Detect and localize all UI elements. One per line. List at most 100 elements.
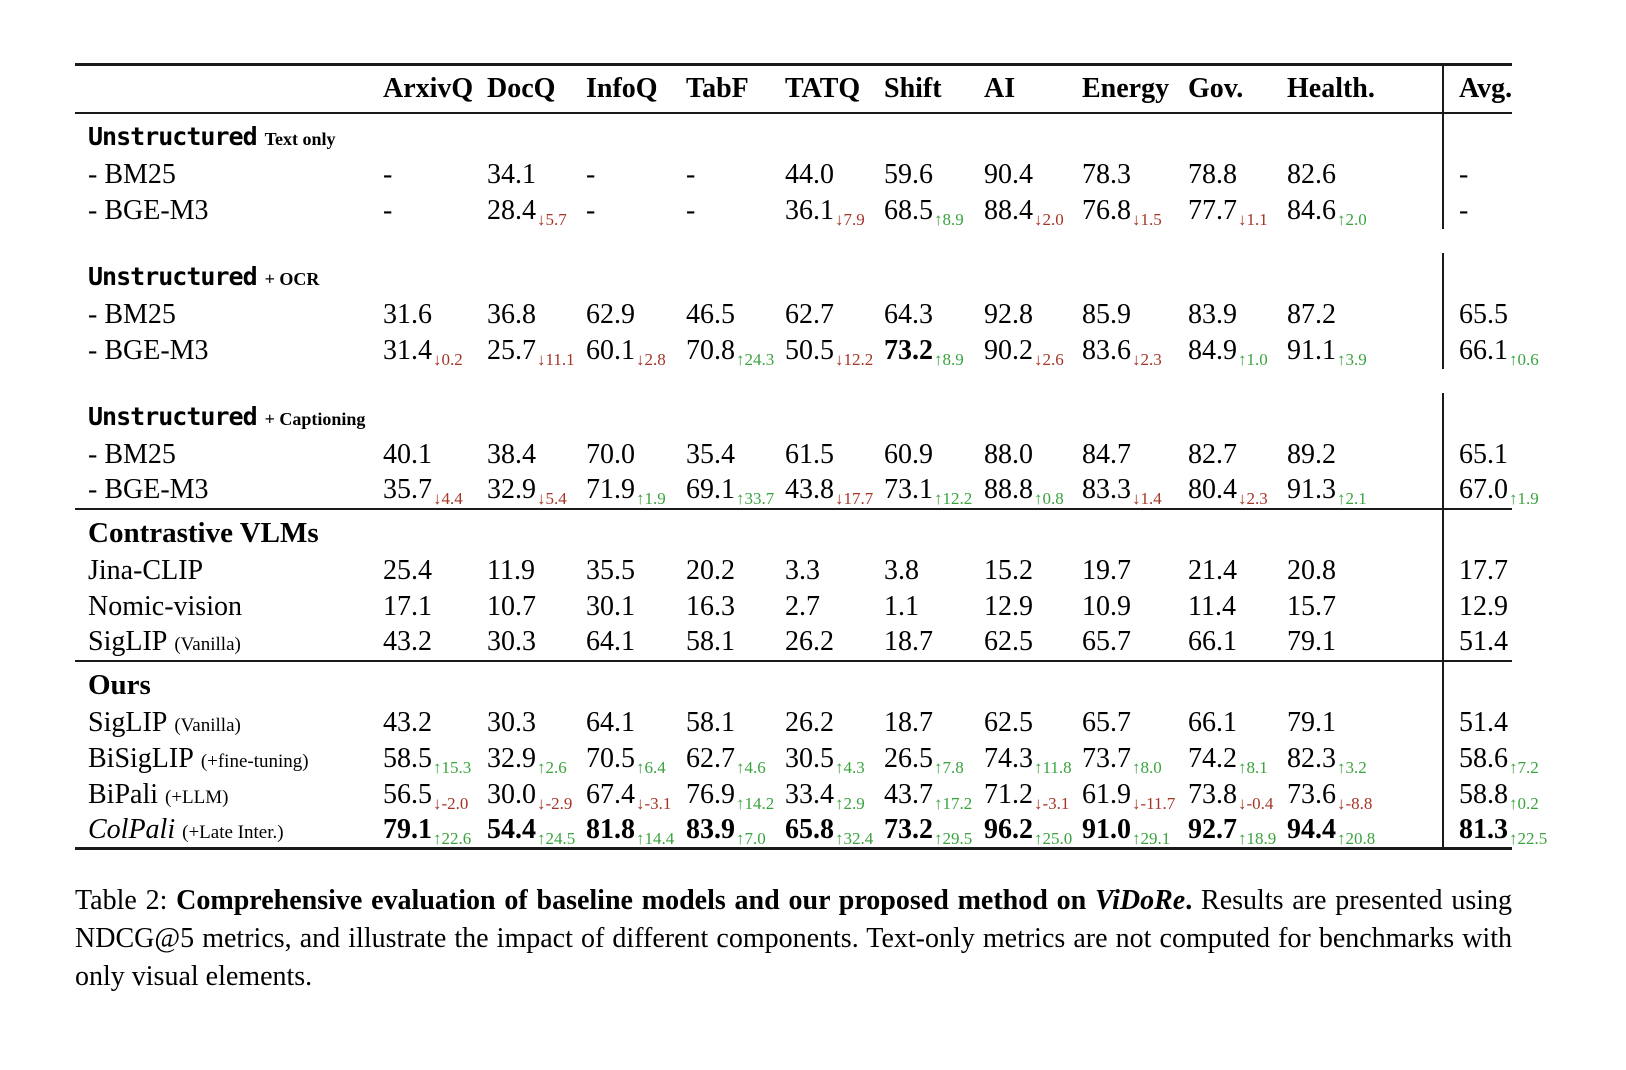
metric-cell: 84.6↑2.0: [1287, 193, 1443, 229]
arrow-up-icon: ↑: [537, 828, 546, 848]
metric-value: -: [383, 158, 393, 190]
table-row: Jina-CLIP 25.4 11.9 35.5 20.2 3.3 3.8 15.2 19.7 2…: [75, 552, 1512, 589]
delta-down: ↓-2.9: [537, 794, 572, 813]
metric-value: 73.8: [1188, 778, 1237, 810]
delta-up: ↑33.7: [736, 489, 774, 508]
arrow-up-icon: ↑: [1509, 757, 1518, 777]
metric-cell: 82.7: [1188, 437, 1287, 473]
metric-cell: 92.8: [984, 297, 1082, 333]
metric-cell: 58.1: [686, 625, 785, 661]
metric-value: 18.7: [884, 626, 933, 657]
metric-cell: 43.7↑17.2: [884, 777, 984, 813]
arrow-up-icon: ↑: [934, 793, 943, 813]
arrow-down-icon: ↓: [1238, 793, 1247, 813]
metric-value: 65.7: [1082, 626, 1131, 657]
section-title: Unstructured: [88, 401, 258, 431]
arrow-up-icon: ↑: [1509, 349, 1518, 369]
metric-value: 61.9: [1082, 778, 1131, 810]
delta-value: 7.9: [843, 209, 865, 229]
metric-cell: 36.8: [487, 297, 586, 333]
metric-cell: 91.1↑3.9: [1287, 333, 1443, 369]
delta-value: 29.1: [1140, 828, 1171, 848]
delta-value: 1.9: [644, 489, 666, 508]
delta-down: ↓17.7: [835, 489, 873, 508]
metric-value: 58.6: [1459, 742, 1508, 774]
metric-cell: 60.9: [884, 437, 984, 473]
metric-value: 54.4: [487, 813, 536, 845]
metric-value: 88.8: [984, 474, 1033, 505]
arrow-down-icon: ↓: [537, 793, 546, 813]
metric-cell: 32.9↑2.6: [487, 741, 586, 777]
metric-cell: 30.1: [586, 589, 686, 625]
delta-value: 8.9: [942, 209, 964, 229]
metric-cell: 26.2: [785, 625, 884, 661]
delta-down: ↓12.2: [835, 350, 873, 369]
caption-bold-italic-wrap: ViDoRe: [1095, 885, 1185, 916]
model-label-cell: - BM25: [75, 157, 383, 193]
metric-value: 62.5: [984, 706, 1033, 738]
metric-value: 16.3: [686, 590, 735, 622]
delta-down: ↓5.7: [537, 210, 567, 229]
metric-value: 74.2: [1188, 742, 1237, 774]
delta-down: ↓2.3: [1132, 350, 1162, 369]
metric-value: 60.1: [586, 334, 635, 366]
metric-cell: 44.0: [785, 157, 884, 193]
metric-value: 31.4: [383, 334, 432, 366]
delta-value: 32.4: [843, 828, 874, 848]
delta-up: ↑1.0: [1238, 350, 1268, 369]
arrow-up-icon: ↑: [835, 757, 844, 777]
delta-value: 18.9: [1246, 828, 1277, 848]
table-row: - BGE-M3-28.4↓5.7- -36.1↓7.9 68.5↑8.9 88.4↓…: [75, 192, 1512, 229]
metric-cell: 11.4: [1188, 589, 1287, 625]
gap-cell: [75, 369, 1512, 393]
model-name: - BM25: [88, 158, 176, 190]
metric-value: 81.8: [586, 813, 635, 845]
metric-cell: 89.2: [1287, 437, 1443, 473]
metric-cell: 91.0↑29.1: [1082, 813, 1188, 849]
metric-value: 64.3: [884, 298, 933, 330]
metric-value: 84.7: [1082, 438, 1131, 470]
delta-value: -2.9: [545, 793, 573, 813]
metric-cell: 3.3: [785, 553, 884, 589]
metric-cell: 21.4: [1188, 553, 1287, 589]
delta-up: ↑11.8: [1034, 758, 1072, 777]
table-row: - BGE-M3 35.7↓4.4 32.9↓5.4 71.9↑1.9 69.1↑33.…: [75, 472, 1539, 509]
delta-value: 2.6: [545, 757, 567, 777]
delta-value: 1.4: [1140, 489, 1162, 508]
arrow-up-icon: ↑: [433, 828, 442, 848]
arrow-up-icon: ↑: [1337, 828, 1346, 848]
metric-cell: 83.9↑7.0: [686, 813, 785, 849]
metric-value: 73.6: [1287, 778, 1336, 810]
model-name: - BGE-M3: [88, 474, 209, 505]
metric-cell: 78.3: [1082, 157, 1188, 193]
delta-down: ↓2.0: [1034, 210, 1064, 229]
metric-cell: 90.2↓2.6: [984, 333, 1082, 369]
model-name: - BM25: [88, 438, 176, 470]
metric-cell: 77.7↓1.1: [1188, 193, 1287, 229]
metric-cell: 96.2↑25.0: [984, 813, 1082, 849]
avg-spacer-cell: [1442, 507, 1512, 553]
section-0: Unstructured Text only - BM25 - 34.1 - - 44.0 59…: [75, 112, 1512, 229]
column-header-tabf: TabF: [686, 64, 785, 114]
metric-cell: 94.4↑20.8: [1287, 813, 1443, 849]
metric-value: 90.4: [984, 158, 1033, 190]
metric-value: 60.9: [884, 438, 933, 470]
delta-value: 2.0: [1042, 209, 1064, 229]
metric-value: 84.6: [1287, 194, 1336, 226]
model-label-cell: Jina-CLIP: [75, 553, 383, 589]
metric-value: 73.1: [884, 474, 933, 505]
results-table-container: ArxivQ DocQ InfoQ TabF TATQ Shift AI Energy Gov.…: [75, 63, 1547, 850]
delta-up: ↑20.8: [1337, 829, 1375, 848]
arrow-up-icon: ↑: [636, 489, 645, 508]
model-label-cell: - BM25: [75, 437, 383, 473]
arrow-up-icon: ↑: [433, 757, 442, 777]
delta-value: 3.9: [1345, 349, 1367, 369]
metric-cell: 84.7: [1082, 437, 1188, 473]
metric-value: 43.2: [383, 626, 432, 657]
metric-cell: 61.5: [785, 437, 884, 473]
model-name-suffix: (Vanilla): [174, 714, 241, 736]
metric-cell: 62.5: [984, 625, 1082, 661]
metric-value: -: [586, 158, 596, 190]
delta-up: ↑8.0: [1132, 758, 1162, 777]
metric-cell: 74.3↑11.8: [984, 741, 1082, 777]
